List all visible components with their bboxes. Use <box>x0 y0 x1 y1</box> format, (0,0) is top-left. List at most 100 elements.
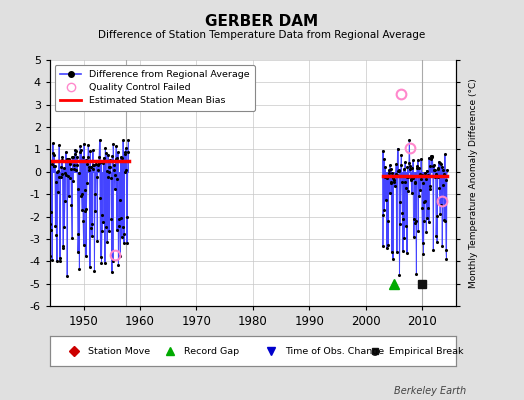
Point <box>433 166 442 172</box>
Point <box>66 161 74 168</box>
Point <box>386 180 395 186</box>
Point <box>111 186 119 192</box>
Point <box>417 176 425 182</box>
Point <box>76 143 84 149</box>
Point <box>409 157 417 163</box>
Point <box>390 178 398 185</box>
Point <box>89 166 97 172</box>
Point <box>71 146 79 153</box>
Point <box>116 197 124 203</box>
Point <box>436 160 444 166</box>
Point <box>50 152 58 158</box>
Point <box>433 239 441 246</box>
Point <box>396 221 404 228</box>
Point <box>436 202 445 209</box>
Point <box>385 167 393 174</box>
Point <box>423 205 432 211</box>
Point <box>379 212 388 218</box>
Point <box>61 170 70 176</box>
Y-axis label: Monthly Temperature Anomaly Difference (°C): Monthly Temperature Anomaly Difference (… <box>469 78 478 288</box>
Point <box>411 180 419 186</box>
Point <box>91 191 99 198</box>
Text: Berkeley Earth: Berkeley Earth <box>394 386 466 396</box>
Point <box>56 258 64 264</box>
Point <box>93 174 101 180</box>
Point <box>103 238 111 245</box>
Point <box>381 197 390 204</box>
Point <box>443 167 451 173</box>
Point <box>58 171 66 177</box>
Point <box>438 164 446 170</box>
Point <box>421 198 429 204</box>
Point <box>394 146 402 152</box>
Point <box>56 254 64 261</box>
Point <box>71 148 80 154</box>
Point <box>85 264 94 270</box>
Point <box>48 160 56 167</box>
Point <box>404 187 412 194</box>
Point <box>392 161 400 168</box>
Point <box>427 153 435 160</box>
Point <box>441 176 450 183</box>
Point <box>54 174 63 180</box>
Point <box>83 180 91 186</box>
Point <box>47 226 56 233</box>
Point <box>429 247 438 253</box>
Point <box>94 167 102 173</box>
Point <box>442 256 451 262</box>
Point <box>429 162 437 169</box>
Point <box>418 172 426 179</box>
Point <box>417 156 425 162</box>
Point <box>113 227 121 233</box>
Point <box>123 214 132 220</box>
Point <box>384 218 392 224</box>
Point <box>414 164 423 171</box>
Point <box>96 195 104 201</box>
Point <box>98 228 106 234</box>
Point <box>119 137 127 144</box>
Point <box>385 169 394 176</box>
Point <box>410 216 418 222</box>
Point <box>435 185 444 192</box>
Point <box>422 167 431 174</box>
Point <box>86 225 95 231</box>
Point <box>404 174 412 180</box>
Point <box>116 253 125 259</box>
Point <box>92 160 101 167</box>
Point <box>104 151 112 158</box>
Text: GERBER DAM: GERBER DAM <box>205 14 319 29</box>
Point <box>439 182 447 188</box>
Point <box>415 193 423 200</box>
Point <box>397 162 405 168</box>
Point <box>390 177 398 184</box>
Point <box>54 168 62 174</box>
Point <box>112 176 121 182</box>
Point <box>108 258 117 264</box>
Point <box>114 149 122 156</box>
Point <box>110 162 118 168</box>
Point <box>61 198 69 204</box>
Point <box>80 242 88 248</box>
Point <box>427 155 435 162</box>
Point <box>103 168 111 174</box>
Point <box>51 223 60 229</box>
Point <box>122 145 130 151</box>
Point <box>399 248 407 254</box>
Point <box>413 163 421 170</box>
Point <box>410 220 419 226</box>
Point <box>424 219 433 225</box>
Point <box>416 186 424 193</box>
Point <box>81 157 90 163</box>
Point <box>434 174 442 181</box>
Point <box>108 152 116 159</box>
Point <box>384 242 392 248</box>
Point <box>66 174 74 181</box>
Point <box>107 268 116 275</box>
Point <box>46 221 54 227</box>
Point <box>117 214 125 221</box>
Point <box>49 149 57 156</box>
Point <box>75 149 84 155</box>
Point <box>388 249 396 255</box>
Point <box>124 149 132 155</box>
Point <box>81 207 89 214</box>
